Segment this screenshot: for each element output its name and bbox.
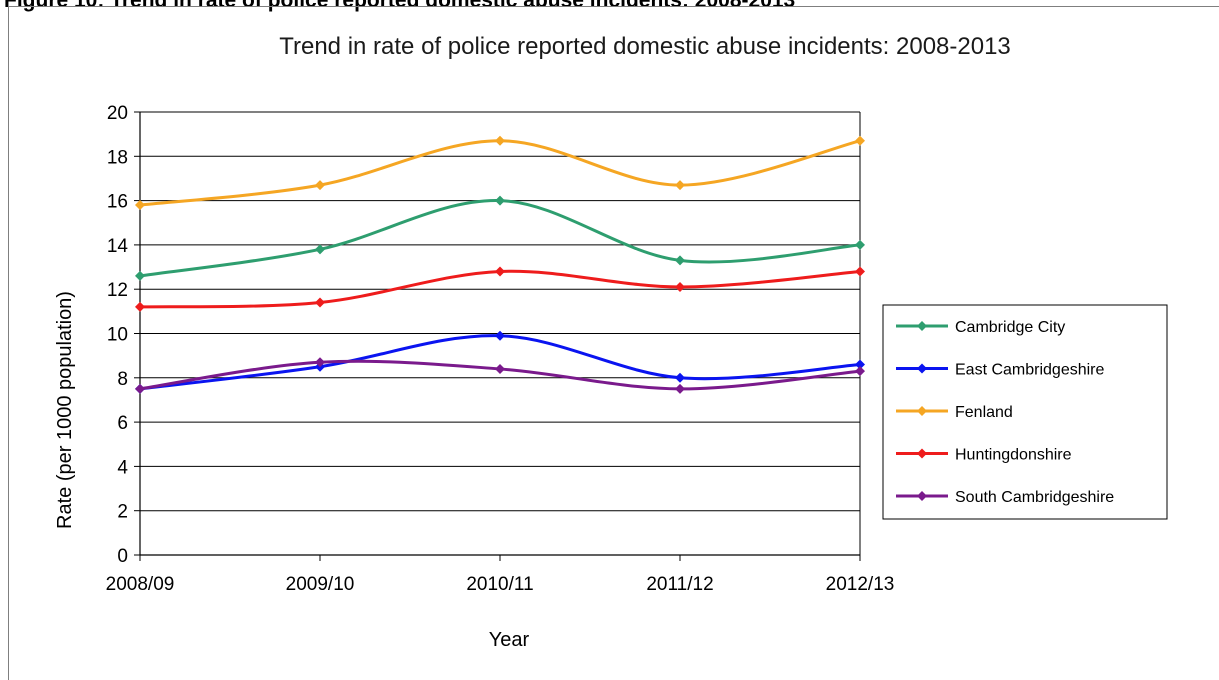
data-point <box>315 357 325 368</box>
data-point <box>315 180 325 191</box>
y-tick-label: 6 <box>117 413 128 434</box>
x-tick-label: 2009/10 <box>286 574 355 595</box>
data-point <box>315 244 325 255</box>
series-fenland <box>135 135 865 211</box>
series-lines <box>135 135 865 394</box>
y-tick-label: 2 <box>117 502 128 523</box>
y-tick-label: 8 <box>117 369 128 390</box>
legend-swatch-marker <box>917 406 927 416</box>
data-point <box>495 330 505 341</box>
y-tick-label: 14 <box>107 236 129 257</box>
legend-swatch-marker <box>917 491 927 501</box>
legend-item: East Cambridgeshire <box>896 362 1105 379</box>
chart-frame <box>8 6 1219 680</box>
x-tick-label: 2010/11 <box>466 574 533 595</box>
gridlines <box>140 111 860 512</box>
y-tick-label: 18 <box>107 147 128 168</box>
legend: Cambridge City East Cambridgeshire Fenland… <box>882 304 1168 520</box>
y-tick-labels: 0 2 4 6 8 10 12 14 16 18 20 <box>107 103 129 567</box>
data-point <box>495 363 505 374</box>
legend-label: Huntingdonshire <box>955 447 1072 464</box>
y-tick-label: 20 <box>107 103 128 124</box>
legend-item: South Cambridgeshire <box>896 489 1114 506</box>
data-point <box>135 270 145 281</box>
series-huntingdonshire <box>135 266 865 312</box>
data-point <box>495 135 505 146</box>
legend-swatch-marker <box>917 448 927 459</box>
data-point <box>495 266 505 277</box>
data-point <box>675 255 685 266</box>
x-tick-label: 2008/09 <box>106 574 175 595</box>
data-point <box>855 135 865 146</box>
data-point <box>675 383 685 394</box>
x-tick-label: 2012/13 <box>826 574 895 595</box>
series-cambridge-city <box>135 195 865 281</box>
y-tick-label: 0 <box>117 546 128 567</box>
series-line <box>139 199 861 278</box>
x-axis-label: Year <box>489 629 530 651</box>
data-point <box>135 301 145 312</box>
legend-swatch-marker <box>917 363 927 374</box>
y-tick-label: 10 <box>107 325 128 346</box>
series-south-cambridgeshire <box>135 357 865 394</box>
y-tick-label: 4 <box>117 457 128 478</box>
series-line <box>139 139 861 207</box>
data-point <box>135 200 145 211</box>
y-tick-label: 12 <box>107 280 128 301</box>
data-point <box>675 180 685 191</box>
data-point <box>855 266 865 277</box>
legend-item: Cambridge City <box>896 319 1065 336</box>
legend-item: Fenland <box>896 404 1013 421</box>
legend-label: South Cambridgeshire <box>955 489 1114 506</box>
data-point <box>675 281 685 292</box>
chart-title: Trend in rate of police reported domesti… <box>279 33 1011 60</box>
data-point <box>135 383 145 394</box>
data-point <box>495 195 505 206</box>
legend-item: Huntingdonshire <box>896 447 1072 464</box>
data-point <box>855 239 865 250</box>
x-tick-label: 2011/12 <box>646 574 713 595</box>
data-point <box>315 297 325 308</box>
x-tick-labels: 2008/09 2009/10 2010/11 2011/12 2012/13 <box>106 574 895 595</box>
y-axis-label: Rate (per 1000 population) <box>54 291 76 529</box>
legend-label: East Cambridgeshire <box>955 362 1105 379</box>
y-tick-label: 16 <box>107 192 128 213</box>
data-point <box>855 366 865 377</box>
series-east-cambridgeshire <box>135 330 865 394</box>
legend-label: Fenland <box>955 404 1013 421</box>
data-point <box>675 372 685 383</box>
data-point <box>855 359 865 370</box>
axes <box>134 111 861 561</box>
series-line <box>139 334 861 391</box>
legend-label: Cambridge City <box>955 319 1065 336</box>
legend-swatch-marker <box>917 321 927 331</box>
